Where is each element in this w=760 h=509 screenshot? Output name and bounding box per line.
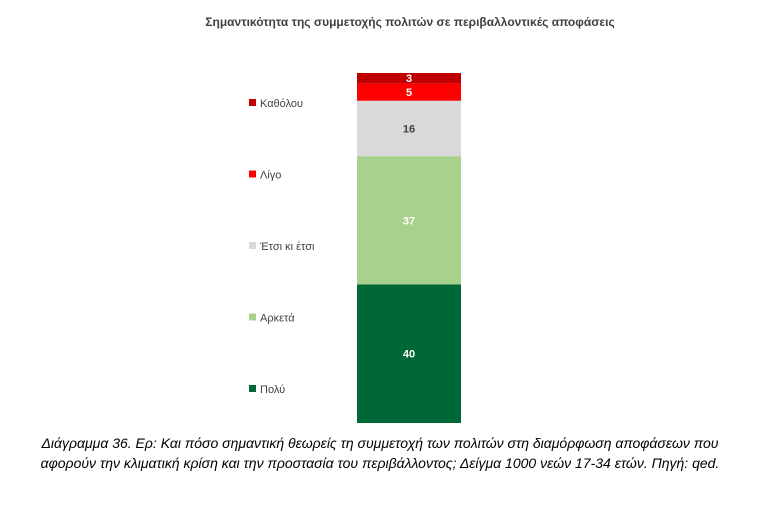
- legend-swatch: [249, 313, 256, 321]
- data-label: 3: [406, 73, 412, 85]
- data-label: 40: [403, 349, 415, 361]
- data-label: 16: [403, 123, 415, 135]
- bar-segment: [357, 83, 461, 101]
- bar-segment: [357, 100, 461, 157]
- legend: Καθόλου Λίγο Έτσι κι έτσι Αρκετά Πολύ: [249, 98, 315, 396]
- figure-caption: Διάγραμμα 36. Ερ: Και πόσο σημαντική θεω…: [40, 435, 720, 471]
- data-labels: 40 37 16 5 3: [403, 73, 415, 360]
- bar-segment: [357, 284, 461, 423]
- legend-label: Έτσι κι έτσι: [259, 241, 315, 253]
- chart-title: Σημαντικότητα της συμμετοχής πολιτών σε …: [205, 15, 615, 29]
- legend-swatch: [249, 170, 256, 178]
- legend-swatch: [249, 242, 256, 249]
- legend-label: Αρκετά: [260, 313, 295, 325]
- bar-segment: [357, 156, 461, 285]
- data-label: 37: [403, 215, 415, 227]
- legend-label: Λίγο: [260, 170, 281, 182]
- bar-segments: [357, 73, 461, 423]
- legend-label: Πολύ: [260, 384, 285, 396]
- legend-label: Καθόλου: [260, 98, 303, 110]
- bar-segment: [357, 73, 461, 84]
- data-label: 5: [406, 87, 412, 99]
- stacked-bar-chart: 40 37 16 5 3 Καθόλου Λίγο Έτσι κι έτσι Αρκετά Πο…: [249, 73, 461, 423]
- legend-swatch: [249, 385, 256, 392]
- legend-swatch: [249, 99, 256, 106]
